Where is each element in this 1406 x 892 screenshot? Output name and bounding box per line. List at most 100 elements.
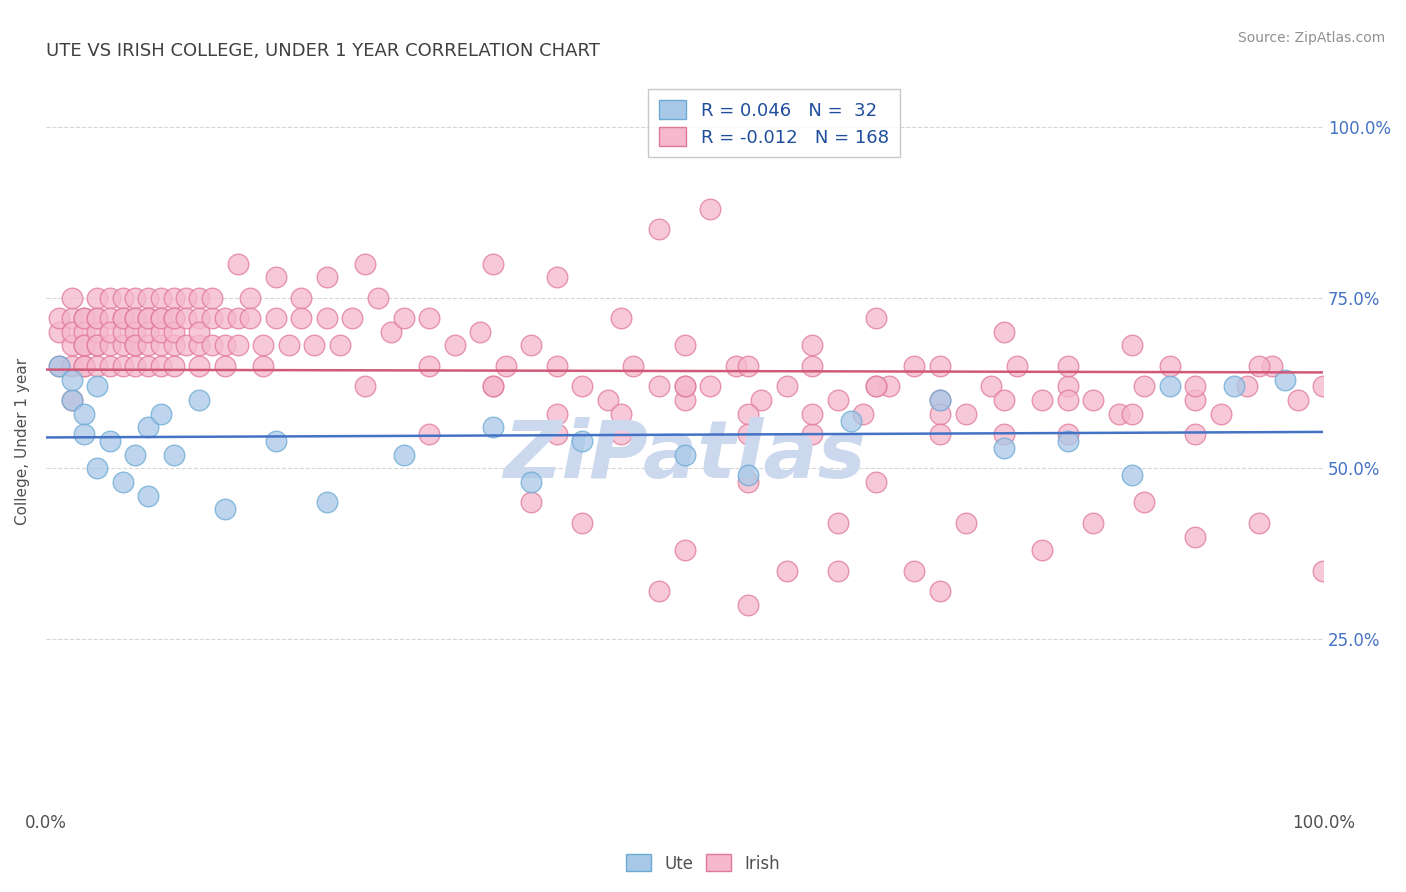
Point	[1159, 379, 1181, 393]
Point	[136, 325, 159, 339]
Point	[354, 379, 377, 393]
Point	[609, 311, 631, 326]
Point	[163, 311, 186, 326]
Point	[737, 598, 759, 612]
Text: UTE VS IRISH COLLEGE, UNDER 1 YEAR CORRELATION CHART: UTE VS IRISH COLLEGE, UNDER 1 YEAR CORRE…	[46, 42, 600, 60]
Point	[48, 311, 70, 326]
Point	[1056, 359, 1078, 373]
Point	[418, 311, 440, 326]
Point	[737, 359, 759, 373]
Point	[48, 325, 70, 339]
Legend: R = 0.046   N =  32, R = -0.012   N = 168: R = 0.046 N = 32, R = -0.012 N = 168	[648, 89, 900, 158]
Point	[48, 359, 70, 373]
Point	[86, 359, 108, 373]
Point	[60, 392, 83, 407]
Point	[737, 407, 759, 421]
Point	[623, 359, 645, 373]
Point	[673, 392, 696, 407]
Point	[673, 379, 696, 393]
Point	[993, 325, 1015, 339]
Point	[60, 291, 83, 305]
Point	[929, 427, 952, 442]
Point	[443, 338, 465, 352]
Point	[264, 311, 287, 326]
Point	[136, 291, 159, 305]
Point	[86, 338, 108, 352]
Point	[73, 359, 96, 373]
Point	[737, 427, 759, 442]
Text: Source: ZipAtlas.com: Source: ZipAtlas.com	[1237, 31, 1385, 45]
Point	[316, 270, 339, 285]
Point	[239, 291, 262, 305]
Point	[149, 311, 172, 326]
Point	[955, 407, 977, 421]
Point	[571, 516, 593, 530]
Point	[176, 338, 198, 352]
Point	[201, 338, 224, 352]
Point	[201, 291, 224, 305]
Point	[1222, 379, 1244, 393]
Point	[124, 291, 146, 305]
Point	[1056, 379, 1078, 393]
Point	[176, 311, 198, 326]
Point	[163, 325, 186, 339]
Point	[1031, 543, 1053, 558]
Point	[1274, 373, 1296, 387]
Point	[86, 338, 108, 352]
Point	[252, 338, 274, 352]
Point	[342, 311, 364, 326]
Point	[316, 311, 339, 326]
Point	[73, 311, 96, 326]
Point	[163, 338, 186, 352]
Point	[648, 584, 671, 599]
Point	[699, 202, 721, 216]
Point	[724, 359, 747, 373]
Point	[73, 407, 96, 421]
Point	[929, 392, 952, 407]
Point	[188, 311, 211, 326]
Point	[520, 495, 543, 509]
Point	[1121, 338, 1143, 352]
Point	[993, 441, 1015, 455]
Point	[482, 379, 505, 393]
Point	[929, 392, 952, 407]
Point	[226, 256, 249, 270]
Point	[929, 359, 952, 373]
Point	[1121, 468, 1143, 483]
Point	[392, 448, 415, 462]
Point	[136, 338, 159, 352]
Point	[571, 379, 593, 393]
Point	[111, 311, 134, 326]
Point	[1005, 359, 1028, 373]
Point	[865, 379, 887, 393]
Point	[354, 256, 377, 270]
Point	[60, 373, 83, 387]
Point	[1236, 379, 1258, 393]
Point	[149, 325, 172, 339]
Point	[136, 420, 159, 434]
Point	[188, 392, 211, 407]
Point	[111, 325, 134, 339]
Point	[1056, 434, 1078, 448]
Point	[111, 291, 134, 305]
Point	[776, 564, 799, 578]
Point	[609, 407, 631, 421]
Point	[929, 584, 952, 599]
Text: ZiPatlas: ZiPatlas	[503, 417, 866, 495]
Point	[482, 420, 505, 434]
Point	[546, 270, 568, 285]
Point	[546, 407, 568, 421]
Point	[290, 311, 312, 326]
Point	[801, 338, 824, 352]
Point	[214, 502, 236, 516]
Point	[124, 359, 146, 373]
Point	[1184, 392, 1206, 407]
Point	[749, 392, 772, 407]
Point	[520, 475, 543, 489]
Point	[60, 325, 83, 339]
Point	[482, 379, 505, 393]
Point	[73, 311, 96, 326]
Point	[1031, 392, 1053, 407]
Point	[380, 325, 402, 339]
Point	[73, 325, 96, 339]
